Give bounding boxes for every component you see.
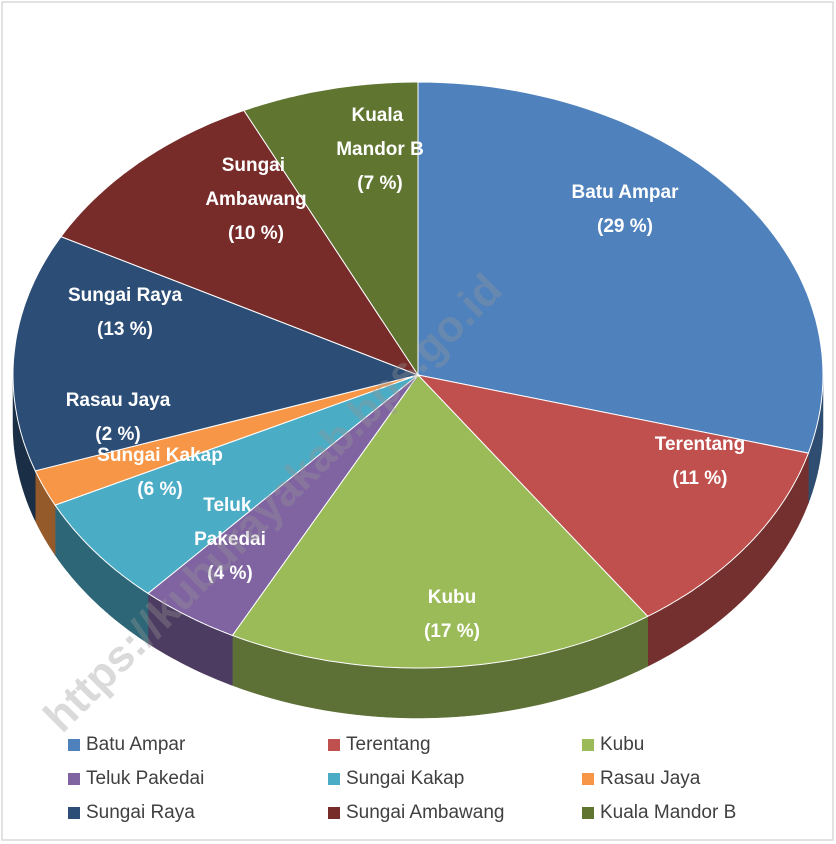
legend-label: Kubu — [600, 734, 644, 755]
slice-label: Kubu — [428, 587, 477, 608]
legend-label: Sungai Ambawang — [346, 802, 504, 823]
slice-label: Sungai Ambawang — [205, 155, 306, 210]
slice-label: Rasau Jaya — [66, 390, 171, 411]
legend-swatch — [68, 739, 80, 751]
slice-value-label: (7 %) — [357, 173, 402, 194]
legend-label: Terentang — [346, 734, 431, 755]
legend-swatch — [328, 739, 340, 751]
pie-slice — [34, 374, 419, 506]
slice-label: Sungai Raya — [68, 285, 182, 306]
legend-swatch — [68, 807, 80, 819]
pie-slice — [231, 374, 649, 669]
legend-label: Rasau Jaya — [600, 768, 701, 789]
legend-label: Sungai Raya — [86, 802, 195, 823]
slice-value-label: (4 %) — [207, 563, 252, 584]
slice-value-label: (11 %) — [673, 468, 728, 489]
slice-value-label: (6 %) — [137, 479, 182, 500]
legend-swatch — [328, 773, 340, 785]
pie-slice — [12, 235, 420, 472]
legend-label: Batu Ampar — [86, 734, 186, 755]
legend-swatch — [582, 739, 594, 751]
slice-label: Teluk Pakedai — [194, 495, 266, 550]
pie-slice — [54, 374, 419, 595]
pie-slice — [243, 81, 419, 377]
slice-value-label: (29 %) — [597, 216, 653, 237]
legend-label: Sungai Kakap — [346, 768, 464, 789]
pie-slice — [417, 81, 824, 454]
legend-label: Teluk Pakedai — [86, 768, 204, 789]
slice-label: Batu Ampar — [572, 182, 680, 203]
pie-slice — [60, 109, 420, 377]
slice-label: Terentang — [655, 434, 745, 455]
legend-swatch — [582, 807, 594, 819]
slice-value-label: (2 %) — [95, 424, 140, 445]
slice-value-label: (13 %) — [97, 319, 153, 340]
slice-value-label: (10 %) — [228, 223, 284, 244]
legend-label: Kuala Mandor B — [600, 802, 736, 823]
slice-label: Sungai Kakap — [97, 445, 223, 466]
legend-swatch — [68, 773, 80, 785]
legend-swatch — [328, 807, 340, 819]
slice-value-label: (17 %) — [424, 621, 480, 642]
pie-slice — [416, 374, 810, 617]
pie-slice — [147, 374, 419, 636]
slice-label: Kuala Mandor B — [336, 105, 424, 160]
legend-swatch — [582, 773, 594, 785]
